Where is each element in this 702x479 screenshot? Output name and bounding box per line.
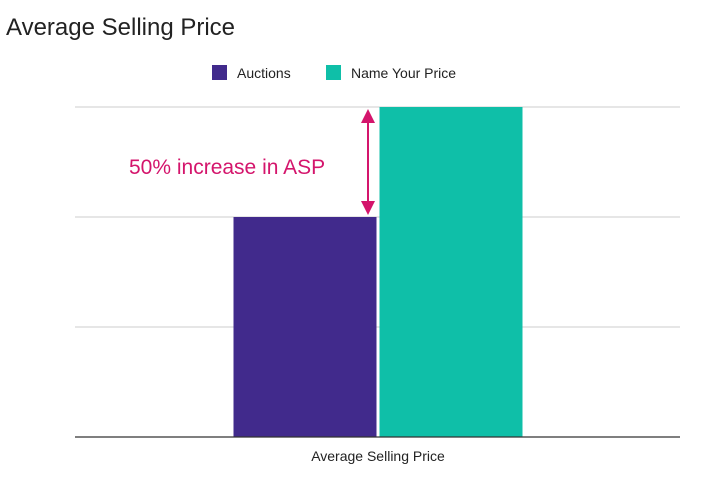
legend: Auctions Name Your Price xyxy=(212,65,456,81)
bars xyxy=(233,107,523,437)
gridlines xyxy=(75,106,680,328)
bar-name-your-price xyxy=(379,107,523,437)
bar-auctions xyxy=(233,217,377,437)
legend-swatch xyxy=(212,65,227,80)
legend-swatch xyxy=(326,65,341,80)
x-tick-label: Average Selling Price xyxy=(311,448,445,464)
legend-label: Auctions xyxy=(237,65,291,81)
annotation-arrow-head-up xyxy=(361,109,375,123)
annotation-label: 50% increase in ASP xyxy=(129,156,325,179)
annotation: 50% increase in ASP xyxy=(129,109,375,215)
chart-title: Average Selling Price xyxy=(6,14,236,41)
annotation-arrow-head-down xyxy=(361,201,375,215)
legend-label: Name Your Price xyxy=(351,65,456,81)
